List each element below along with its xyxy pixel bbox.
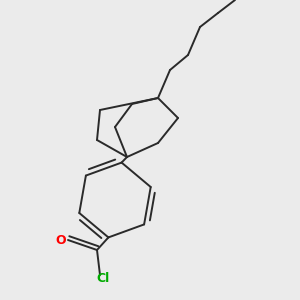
Text: Cl: Cl [96, 272, 110, 286]
Text: O: O [56, 233, 66, 247]
